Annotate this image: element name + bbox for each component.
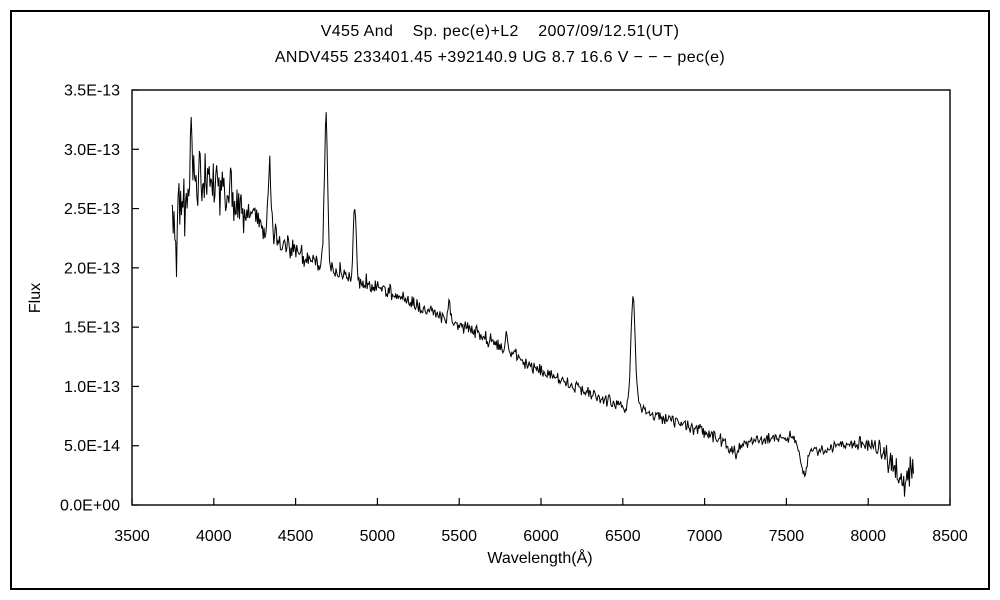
y-axis-title: Flux	[27, 283, 44, 313]
chart-title: V455 And Sp. pec(e)+L2 2007/09/12.51(UT)	[320, 23, 680, 40]
x-tick-label: 3500	[114, 528, 150, 545]
y-tick-label: 2.5E-13	[64, 201, 120, 218]
y-tick-label: 3.5E-13	[64, 83, 120, 100]
x-tick-label: 7500	[769, 528, 805, 545]
axis-tick-labels: 3500 4000 4500 5000 5500 6000 6500 7000 7500 8000…	[60, 83, 968, 546]
x-tick-label: 6500	[605, 528, 641, 545]
plot-frame	[131, 89, 951, 506]
image-border	[10, 10, 990, 590]
x-tick-label: 8000	[850, 528, 886, 545]
x-tick-label: 7000	[687, 528, 723, 545]
y-tick-label: 5.0E-14	[64, 438, 120, 455]
x-tick-label: 5000	[360, 528, 396, 545]
x-tick-label: 4500	[278, 528, 314, 545]
y-tick-label: 1.0E-13	[64, 379, 120, 396]
y-tick-label: 2.0E-13	[64, 260, 120, 277]
x-tick-label: 6000	[523, 528, 559, 545]
x-tick-label: 8500	[932, 528, 968, 545]
chart-subtitle: ANDV455 233401.45 +392140.9 UG 8.7 16.6 …	[274, 49, 726, 66]
x-axis-title: Wavelength(Å)	[487, 548, 592, 567]
y-tick-label: 3.0E-13	[64, 142, 120, 159]
axis-ticks	[131, 89, 951, 506]
y-tick-label: 0.0E+00	[60, 498, 120, 515]
spectrum-line	[171, 112, 914, 497]
x-tick-label: 4000	[196, 528, 232, 545]
x-tick-label: 5500	[441, 528, 477, 545]
y-tick-label: 1.5E-13	[64, 320, 120, 337]
